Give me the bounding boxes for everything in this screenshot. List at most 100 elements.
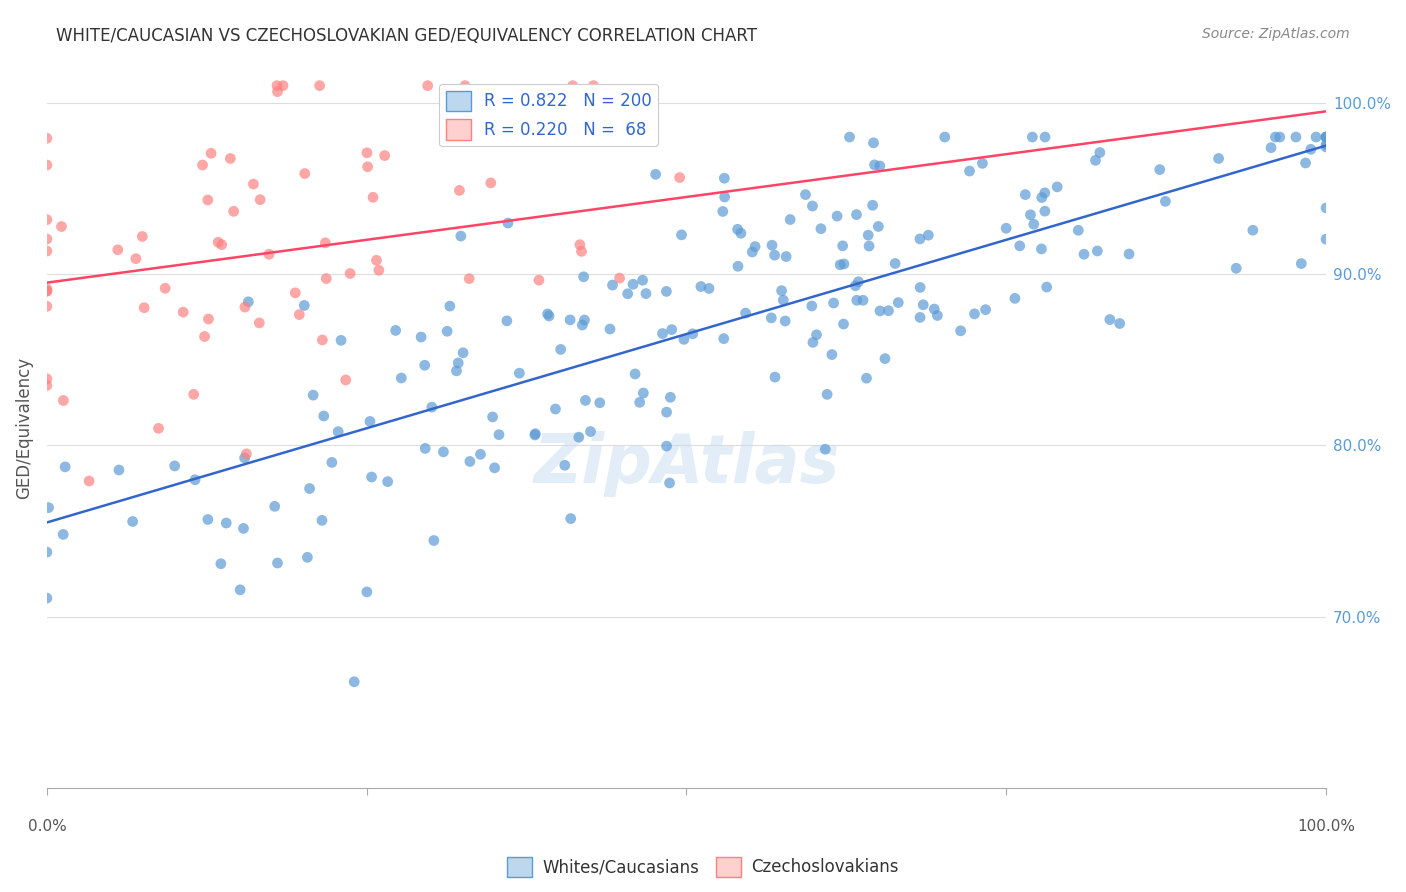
Point xyxy=(496,314,519,328)
Point xyxy=(558,313,581,327)
Point xyxy=(1208,152,1230,166)
Point xyxy=(484,460,506,475)
Point xyxy=(389,371,412,385)
Point xyxy=(450,229,472,244)
Point xyxy=(1291,256,1313,270)
Point xyxy=(1315,130,1337,145)
Point xyxy=(655,439,678,453)
Point xyxy=(508,366,530,380)
Point xyxy=(148,421,170,435)
Point xyxy=(207,235,229,250)
Point xyxy=(734,306,756,320)
Point xyxy=(644,167,666,181)
Point xyxy=(806,327,828,342)
Point xyxy=(366,253,388,268)
Point xyxy=(832,317,855,331)
Point xyxy=(659,390,682,404)
Point xyxy=(298,482,321,496)
Point xyxy=(908,280,931,294)
Point xyxy=(568,237,591,252)
Point xyxy=(761,238,783,252)
Point xyxy=(153,281,176,295)
Point xyxy=(671,227,693,242)
Point xyxy=(794,187,817,202)
Point xyxy=(634,286,657,301)
Point xyxy=(163,458,186,473)
Point xyxy=(633,386,655,401)
Point xyxy=(53,459,76,474)
Point xyxy=(1033,204,1056,219)
Point xyxy=(661,323,683,337)
Point xyxy=(770,284,793,298)
Point xyxy=(330,334,353,348)
Point xyxy=(848,275,870,289)
Point xyxy=(908,232,931,246)
Point xyxy=(800,299,823,313)
Point xyxy=(77,474,100,488)
Point xyxy=(589,396,612,410)
Point xyxy=(1085,244,1108,258)
Point xyxy=(432,445,454,459)
Point xyxy=(730,227,752,241)
Point xyxy=(52,527,75,541)
Point xyxy=(131,229,153,244)
Point xyxy=(537,309,560,323)
Point xyxy=(314,235,336,250)
Point xyxy=(628,395,651,409)
Point xyxy=(713,190,735,204)
Point xyxy=(668,170,690,185)
Point xyxy=(599,322,621,336)
Point xyxy=(263,500,285,514)
Point xyxy=(423,533,446,548)
Point xyxy=(873,351,896,366)
Point xyxy=(1154,194,1177,209)
Point xyxy=(713,171,735,186)
Point xyxy=(1033,130,1056,145)
Point xyxy=(801,335,824,350)
Point xyxy=(1098,312,1121,326)
Point xyxy=(869,304,891,318)
Point xyxy=(1260,141,1282,155)
Point xyxy=(449,183,471,197)
Point xyxy=(845,293,868,308)
Point xyxy=(856,228,879,243)
Point xyxy=(863,158,886,172)
Point xyxy=(343,674,366,689)
Point xyxy=(831,239,853,253)
Point xyxy=(284,285,307,300)
Point xyxy=(197,312,219,326)
Point xyxy=(35,131,58,145)
Point xyxy=(35,284,58,298)
Point xyxy=(1315,130,1337,145)
Point xyxy=(741,244,763,259)
Point xyxy=(191,158,214,172)
Point xyxy=(927,309,949,323)
Point xyxy=(183,387,205,401)
Point xyxy=(1118,247,1140,261)
Point xyxy=(222,204,245,219)
Point xyxy=(297,550,319,565)
Point xyxy=(763,248,786,262)
Point xyxy=(844,278,866,293)
Point xyxy=(35,232,58,246)
Point xyxy=(384,323,406,337)
Point xyxy=(579,425,602,439)
Point xyxy=(1021,130,1043,145)
Point xyxy=(454,78,477,93)
Point xyxy=(823,296,845,310)
Point xyxy=(35,591,58,606)
Point xyxy=(772,293,794,307)
Point xyxy=(247,316,270,330)
Point xyxy=(1149,162,1171,177)
Point xyxy=(439,299,461,313)
Point xyxy=(862,136,884,150)
Point xyxy=(411,330,433,344)
Point xyxy=(825,209,848,223)
Point xyxy=(775,250,797,264)
Point xyxy=(959,164,981,178)
Point xyxy=(830,258,852,272)
Point xyxy=(312,409,335,423)
Point xyxy=(554,458,576,473)
Point xyxy=(602,278,624,293)
Point xyxy=(229,582,252,597)
